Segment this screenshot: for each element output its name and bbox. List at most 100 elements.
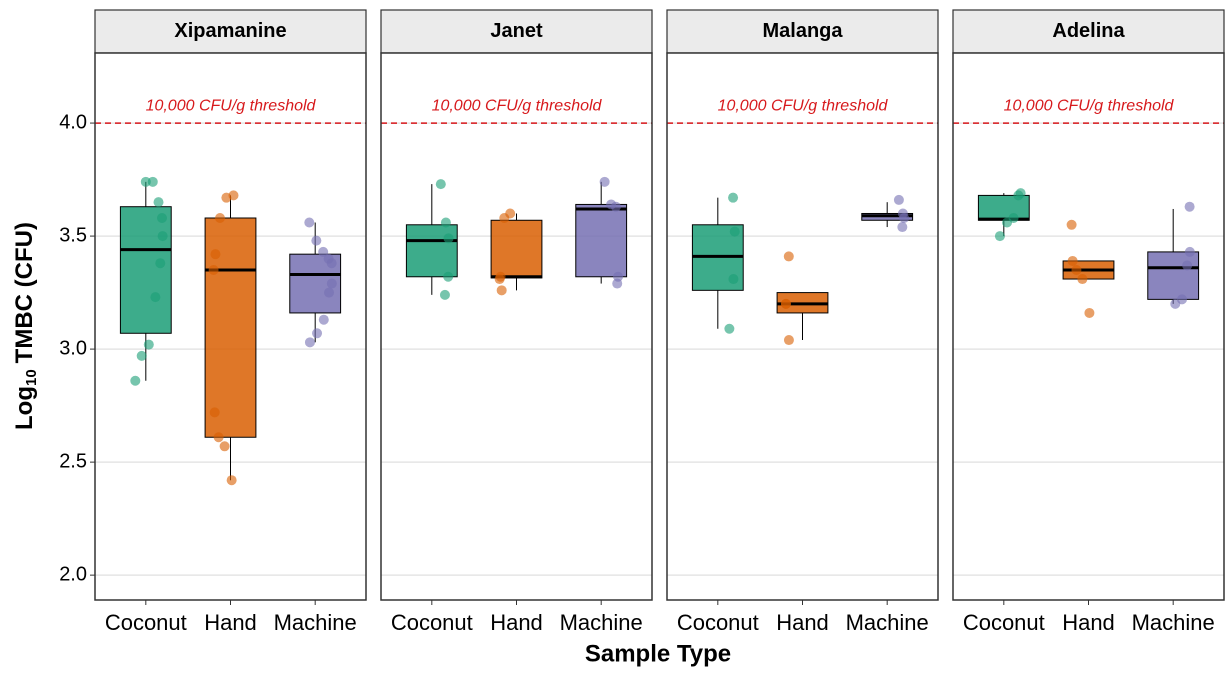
data-point	[893, 194, 904, 205]
x-tick-label: Coconut	[105, 610, 187, 635]
strip-title: Malanga	[762, 20, 843, 42]
data-point	[899, 213, 910, 224]
data-point	[150, 292, 161, 303]
data-point	[1077, 274, 1088, 285]
data-point	[156, 213, 167, 224]
data-point	[494, 274, 505, 285]
x-tick-label: Hand	[204, 610, 257, 635]
x-tick-label: Coconut	[391, 610, 473, 635]
x-tick-label: Hand	[1062, 610, 1115, 635]
data-point	[780, 298, 791, 309]
data-point	[897, 222, 908, 233]
data-point	[499, 213, 510, 224]
y-tick-label: 2.0	[59, 563, 87, 585]
data-point	[312, 328, 323, 339]
data-point	[155, 258, 166, 269]
data-point	[443, 233, 454, 244]
y-tick-label: 4.0	[59, 111, 87, 133]
data-point	[783, 335, 794, 346]
panel-background	[381, 53, 652, 600]
data-point	[221, 192, 232, 203]
data-point	[219, 441, 230, 452]
box	[490, 219, 543, 279]
data-point	[210, 249, 221, 260]
y-axis-title: Log10 TMBC (CFU)	[11, 222, 40, 430]
panel-border	[380, 52, 653, 601]
data-point	[612, 278, 623, 289]
data-point	[599, 176, 610, 187]
box	[405, 224, 458, 278]
data-point	[435, 179, 446, 190]
strip-title: Adelina	[1052, 20, 1125, 42]
data-point	[326, 258, 337, 269]
threshold-label: 10,000 CFU/g threshold	[432, 97, 603, 114]
threshold-label: 10,000 CFU/g threshold	[146, 97, 317, 114]
strip-background	[94, 9, 367, 54]
x-tick-label: Machine	[560, 610, 643, 635]
data-point	[724, 323, 735, 334]
data-point	[304, 217, 315, 228]
strip-background	[380, 9, 653, 54]
data-point	[140, 176, 151, 187]
x-axis-title: Sample Type	[585, 640, 731, 667]
data-point	[443, 271, 454, 282]
strip-title: Janet	[490, 20, 543, 42]
data-point	[439, 289, 450, 300]
data-point	[311, 235, 322, 246]
strip-title: Xipamanine	[174, 20, 286, 42]
data-point	[208, 264, 219, 275]
data-point	[318, 246, 329, 257]
data-point	[1071, 264, 1082, 275]
y-axis-title-part: Log	[11, 386, 38, 430]
strip-background	[666, 9, 939, 54]
data-point	[1002, 217, 1013, 228]
data-point	[326, 278, 337, 289]
data-point	[1066, 219, 1077, 230]
panel-border	[94, 52, 367, 601]
y-axis-title-subscript: 10	[23, 369, 40, 386]
box	[575, 203, 628, 278]
x-tick-label: Coconut	[963, 610, 1045, 635]
y-tick-label: 3.0	[59, 337, 87, 359]
threshold-label: 10,000 CFU/g threshold	[1004, 97, 1175, 114]
y-tick-label: 3.5	[59, 224, 87, 246]
box	[119, 206, 172, 334]
data-point	[143, 339, 154, 350]
data-point	[153, 197, 164, 208]
data-point	[729, 226, 740, 237]
x-tick-label: Machine	[846, 610, 929, 635]
x-tick-label: Machine	[1132, 610, 1215, 635]
panel-background	[953, 53, 1224, 600]
data-point	[440, 217, 451, 228]
data-point	[728, 192, 739, 203]
data-point	[1170, 298, 1181, 309]
data-point	[213, 432, 224, 443]
x-tick-label: Machine	[274, 610, 357, 635]
y-tick-label: 2.5	[59, 450, 87, 472]
data-point	[136, 350, 147, 361]
data-point	[147, 176, 158, 187]
data-point	[226, 475, 237, 486]
data-point	[1067, 255, 1078, 266]
box	[1147, 251, 1200, 300]
data-point	[994, 231, 1005, 242]
data-point	[1013, 190, 1024, 201]
data-point	[1182, 260, 1193, 271]
data-point	[610, 201, 621, 212]
data-point	[1184, 201, 1195, 212]
data-point	[318, 314, 329, 325]
data-point	[157, 231, 168, 242]
data-point	[728, 274, 739, 285]
data-point	[304, 337, 315, 348]
panel-border	[666, 52, 939, 601]
data-point	[209, 407, 220, 418]
x-tick-label: Hand	[490, 610, 543, 635]
data-point	[1084, 307, 1095, 318]
data-point	[324, 287, 335, 298]
data-point	[1184, 246, 1195, 257]
data-point	[130, 375, 141, 386]
x-tick-label: Coconut	[677, 610, 759, 635]
x-tick-label: Hand	[776, 610, 829, 635]
data-point	[496, 285, 507, 296]
